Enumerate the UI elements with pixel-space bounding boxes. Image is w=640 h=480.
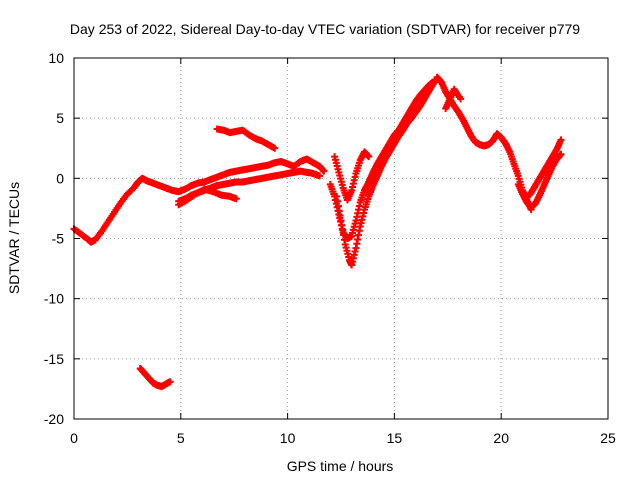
series-isolated-low (136, 364, 174, 391)
data-point (365, 153, 373, 161)
chart-title: Day 253 of 2022, Sidereal Day-to-day VTE… (70, 21, 580, 37)
y-axis-label: SDTVAR / TECUs (6, 182, 22, 294)
series-final-rise (523, 136, 565, 202)
grid-layer (74, 58, 608, 419)
y-tick-label: 5 (56, 110, 64, 126)
data-point (271, 144, 279, 152)
data-point (557, 136, 565, 144)
x-tick-label: 25 (600, 430, 616, 446)
x-tick-label: 10 (280, 430, 296, 446)
data-point (166, 378, 174, 386)
y-tick-label: 0 (56, 170, 64, 186)
series-peak-stray-points (442, 85, 465, 113)
y-tick-label: 10 (48, 50, 64, 66)
data-point (457, 95, 465, 103)
data-points-layer (70, 73, 565, 391)
y-tick-label: -20 (44, 411, 64, 427)
labels-layer: Day 253 of 2022, Sidereal Day-to-day VTE… (6, 21, 580, 474)
x-tick-label: 5 (177, 430, 185, 446)
x-tick-label: 0 (70, 430, 78, 446)
series-deep-dip (333, 74, 441, 269)
data-point (232, 195, 240, 203)
series-upper-segment (213, 125, 279, 152)
x-tick-label: 15 (387, 430, 403, 446)
y-tick-label: -5 (52, 231, 65, 247)
series-upper-dip-curve (331, 148, 373, 204)
series-branch-to-lower-left (175, 185, 240, 209)
y-tick-label: -15 (44, 351, 64, 367)
data-point (316, 172, 324, 180)
data-point (557, 150, 565, 158)
data-point (320, 167, 328, 175)
axes-layer: 0 5 10 15 20 25 -20 -15 -10 -5 0 5 10 (44, 50, 616, 446)
series-final-rise-lower (514, 150, 565, 211)
x-tick-label: 20 (493, 430, 509, 446)
x-axis-label: GPS time / hours (287, 458, 394, 474)
series-main (70, 155, 328, 246)
y-tick-label: -10 (44, 291, 64, 307)
